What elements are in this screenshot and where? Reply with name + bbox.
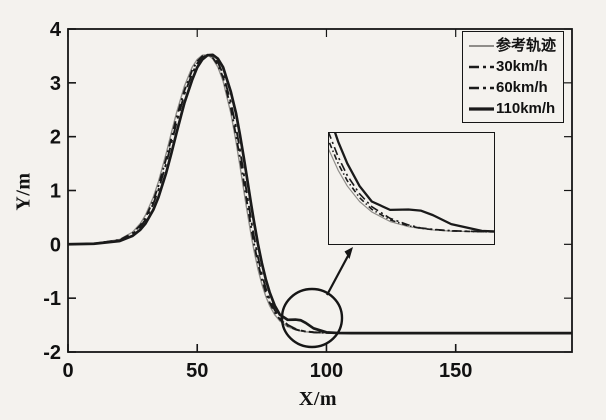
y-tick-label: 3 [50,73,61,95]
y-tick-label: 4 [50,19,62,41]
zoom-circle-annotation [280,287,344,349]
legend-item-30kmh: 30km/h [468,57,561,77]
x-axis-label: X/m [298,388,338,410]
legend-label-110kmh: 110km/h [496,100,556,117]
reference-line-swatch [469,44,494,47]
zoom-arrow-head-icon [344,247,353,259]
legend-item-reference: 参考轨迹 [468,36,561,56]
y-tick-label: -2 [43,342,61,364]
y-tick-label: 0 [50,234,61,256]
series-curve-30km-h [67,53,572,335]
x-tick-label: 150 [439,360,472,382]
y-tick-label: 2 [50,127,61,149]
series-curve-reference [329,148,494,233]
series-curve-110km-h [67,53,572,335]
y-tick-label: 1 [50,181,61,203]
series-curve-110km-h [334,133,494,233]
x-tick-label: 100 [310,360,343,382]
legend-item-110kmh: 110km/h [468,99,561,119]
series-curve-30km-h [329,139,494,233]
series-curve-60km-h [67,54,572,335]
legend-label-60kmh: 60km/h [496,79,548,96]
solid-line-swatch [469,106,494,111]
y-axis-label: Y/m [12,172,35,211]
legend-label-reference: 参考轨迹 [496,37,557,54]
legend: 参考轨迹 30km/h 60km/h 110km/h [462,31,564,123]
legend-item-60kmh: 60km/h [468,78,561,98]
dash-dot-line-swatch [469,65,494,68]
inset-plot-svg [329,133,494,233]
x-tick-label: 0 [62,360,73,382]
inset-zoom-panel [328,132,495,245]
dash-dot-line-swatch [469,86,494,89]
y-tick-label: -1 [43,288,61,310]
x-tick-label: 50 [186,360,208,382]
legend-label-30kmh: 30km/h [496,58,548,75]
series-curve-60km-h [329,133,494,233]
zoom-arrow-line [326,253,350,296]
